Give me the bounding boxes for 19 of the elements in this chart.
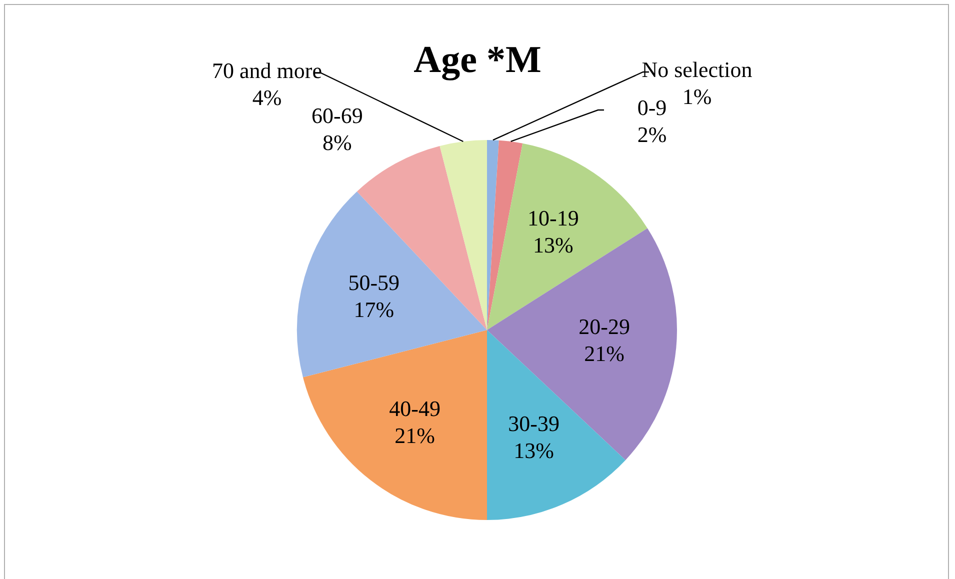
- data-label: 21%: [584, 340, 624, 366]
- slice-label: 70 and more: [212, 58, 322, 83]
- data-label: 17%: [354, 296, 394, 322]
- slice-label: 0-9: [637, 94, 667, 120]
- slice-label: 50-59: [348, 270, 400, 295]
- data-label: 8%: [322, 130, 352, 155]
- chart-title: Age *M: [414, 38, 542, 81]
- slice-label: No selection: [642, 56, 752, 82]
- slice-label: 30-39: [508, 410, 560, 436]
- slice-label: 60-69: [311, 102, 363, 128]
- data-label: 4%: [252, 84, 282, 110]
- data-label: 1%: [682, 84, 712, 109]
- data-label: 2%: [637, 122, 667, 147]
- data-label: 13%: [533, 232, 574, 258]
- data-label: 21%: [394, 422, 435, 448]
- slice-label: 10-19: [528, 205, 579, 230]
- data-label: 13%: [514, 438, 554, 463]
- slice-label: 20-29: [578, 314, 630, 339]
- slice-label: 40-49: [389, 396, 440, 421]
